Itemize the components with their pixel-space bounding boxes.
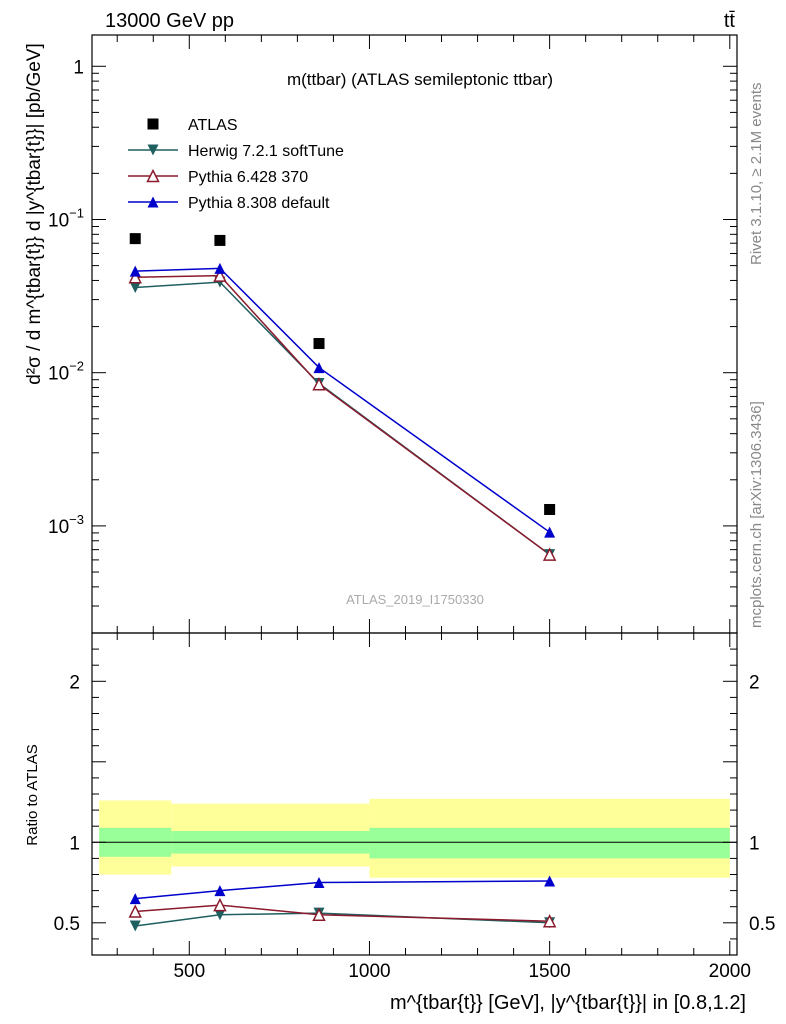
ratio-point [214,909,226,921]
y-tick-label: 2 [69,672,80,693]
ratio-plot-series [128,875,557,932]
rivet-version-label: Rivet 3.1.10, ≥ 2.1M events [748,83,765,266]
data-point [214,262,226,274]
series-line [135,267,551,533]
x-tick-label: 2000 [709,961,751,982]
x-tick-label: 1500 [528,961,570,982]
ratio-plot-background [91,632,738,956]
series-line [135,281,551,556]
data-point [214,234,226,246]
y-tick-label: 10−3 [48,512,84,538]
legend-marker [147,144,159,156]
data-point [313,338,325,350]
legend-marker [146,168,160,183]
data-point [129,281,141,293]
y-tick-label-right: 2 [749,672,760,693]
x-axis-label: m^{tbar{t}} [GeV], |y^{tbar{t}}| in [0.8… [390,992,746,1014]
ratio-y-axis-label: Ratio to ATLAS [24,744,41,845]
ratio-point [128,904,142,918]
data-point [544,526,556,538]
y-tick-label: 10−1 [48,205,84,231]
uncertainty-band-inner [369,827,730,859]
x-tick-label: 1000 [348,961,390,982]
y-tick-label-right: 1 [749,833,760,854]
legend-label: ATLAS [188,117,238,134]
ratio-line [135,904,550,922]
main-plot-title: m(ttbar) (ATLAS semileptonic ttbar) [287,70,553,89]
y-tick-label: 1 [73,57,84,78]
y-tick-label-right: 0.5 [749,914,775,935]
ratio-plot-axes: 0.5 0.5 1 1 2 2 500 1000 1500 2000 [54,633,775,982]
ratio-point [542,914,557,928]
mcplots-label: mcplots.cern.ch [arXiv:1306.3436] [748,401,765,628]
y-tick-label: 10−2 [48,359,84,385]
legend-label: Pythia 8.308 default [188,195,330,212]
main-plot-series [128,233,557,561]
ratio-point [312,907,326,921]
ratio-point [213,897,227,912]
data-point [312,377,326,391]
ratio-line [135,880,550,900]
data-point [213,268,227,282]
data-point [128,270,142,284]
data-point [313,362,325,374]
ratio-point [129,893,141,905]
data-point [129,265,141,277]
ratio-point [129,920,141,932]
ratio-point [214,885,226,897]
energy-label: 13000 GeV pp [105,10,234,32]
y-tick-label: 0.5 [54,914,80,935]
analysis-id-label: ATLAS_2019_I1750330 [346,592,484,607]
main-y-axis-label: d²σ / d m^{tbar{t}} d |y^{tbar{t}}| [pb/… [24,43,45,385]
main-plot-axes: 1 10−1 10−2 10−3 [48,35,737,634]
legend-label: Pythia 6.428 370 [188,169,308,186]
process-label: tt̄ [724,10,736,32]
ratio-point [313,877,325,889]
y-tick-label: 1 [69,833,80,854]
legend-marker [147,196,159,208]
ratio-plot-frame [91,632,738,956]
legend-label: Herwig 7.2.1 softTune [188,143,344,160]
series-line [135,274,551,556]
x-tick-label: 500 [173,961,205,982]
ratio-point [544,875,556,887]
data-point [544,503,556,515]
legend: ATLAS Herwig 7.2.1 softTune Pythia 6.428 3… [128,117,344,212]
data-point [542,547,557,561]
legend-marker [147,118,159,130]
data-point [129,233,141,245]
